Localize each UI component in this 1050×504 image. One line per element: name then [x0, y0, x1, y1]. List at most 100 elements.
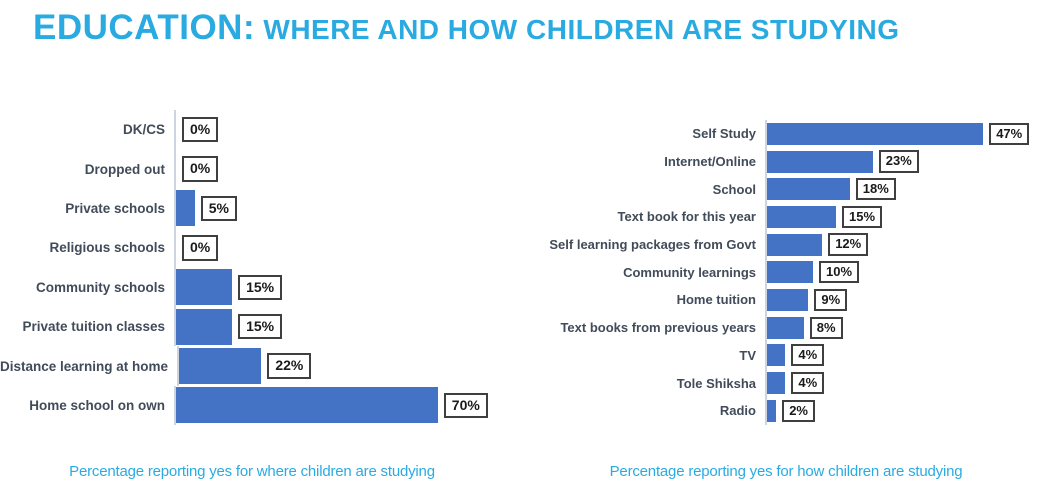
value-label: 5% [200, 195, 237, 222]
bar-row: Text book for this year 15% [527, 203, 1050, 231]
how-children-studying-chart: Self Study 47% Internet/Online 23% School 18%… [527, 120, 1050, 425]
bar-track: 12% [765, 230, 1050, 259]
category-label: Community learnings [623, 264, 756, 280]
page-title-primary: EDUCATION: [33, 8, 256, 47]
bar [767, 122, 984, 145]
bar-track: 15% [174, 267, 506, 307]
category-label: DK/CS [122, 122, 165, 138]
bar [767, 261, 813, 284]
bar [767, 288, 809, 311]
category-label: Dropped out [84, 161, 165, 177]
bar-row: DK/CS 0% [0, 110, 509, 150]
category-label: Distance learning at home [0, 358, 169, 374]
bar-row: Internet/Online 23% [527, 147, 1050, 176]
bar-row: Distance learning at home 22% [0, 346, 509, 386]
value-label: 4% [791, 344, 825, 367]
value-label: 10% [819, 261, 860, 284]
value-label: 23% [878, 150, 919, 173]
bar-track: 22% [177, 346, 509, 386]
value-label: 70% [443, 392, 488, 419]
bar-row: Dropped out 0% [0, 149, 509, 189]
value-label: 0% [182, 235, 219, 261]
bar-row: Private tuition classes 15% [0, 306, 509, 347]
value-label: 2% [782, 399, 815, 422]
where-chart-caption: Percentage reporting yes for where child… [69, 463, 435, 480]
category-label: Internet/Online [664, 154, 756, 170]
bar [767, 344, 786, 367]
bar-row: Tole Shiksha 4% [527, 369, 1050, 397]
value-label: 0% [182, 156, 219, 182]
value-label: 22% [267, 353, 312, 379]
bar-row: Home school on own 70% [0, 385, 509, 426]
bar-track: 15% [765, 203, 1050, 231]
value-label: 15% [842, 205, 883, 229]
bar-row: Home tuition 9% [527, 286, 1050, 314]
bar-row: Community learnings 10% [527, 258, 1050, 287]
category-label: Religious schools [49, 240, 165, 256]
bar-track: 0% [174, 149, 506, 189]
category-label: Home tuition [676, 292, 756, 308]
bar [767, 150, 873, 173]
bar-track: 70% [174, 385, 506, 426]
bar-track: 2% [765, 396, 1050, 425]
bar-row: Community schools 15% [0, 267, 509, 307]
bar-track: 18% [765, 175, 1050, 204]
page-title: EDUCATION: WHERE AND HOW CHILDREN ARE ST… [33, 8, 899, 48]
category-label: Text book for this year [617, 209, 756, 225]
bar [767, 316, 804, 339]
bar [176, 190, 195, 227]
bar [176, 308, 233, 345]
bar-row: Private schools 5% [0, 188, 509, 229]
bar-track: 4% [765, 369, 1050, 397]
bar [176, 269, 233, 306]
value-label: 15% [238, 313, 283, 340]
value-label: 15% [238, 274, 283, 300]
category-label: Home school on own [29, 397, 165, 413]
category-label: Radio [719, 403, 756, 419]
bar [176, 387, 438, 424]
category-label: Tole Shiksha [676, 375, 756, 391]
category-label: Community schools [35, 279, 165, 295]
bar-row: Self Study 47% [527, 120, 1050, 148]
bar [767, 372, 786, 395]
where-children-studying-chart: DK/CS 0% Dropped out 0% Private schools 5% Rel… [0, 110, 509, 426]
value-label: 9% [814, 288, 848, 312]
bar-track: 0% [174, 228, 506, 268]
bar-track: 5% [174, 188, 506, 229]
bar-row: Self learning packages from Govt 12% [527, 230, 1050, 259]
bar-row: Text books from previous years 8% [527, 313, 1050, 342]
category-label: Text books from previous years [560, 320, 756, 336]
bar-track: 10% [765, 258, 1050, 287]
bar-row: School 18% [527, 175, 1050, 204]
page-title-secondary: WHERE AND HOW CHILDREN ARE STUDYING [255, 14, 900, 45]
value-label: 12% [828, 233, 869, 256]
category-label: TV [739, 347, 756, 363]
bar-track: 0% [174, 110, 506, 150]
bar [767, 205, 836, 228]
how-chart-caption: Percentage reporting yes for how childre… [609, 463, 963, 480]
bar-row: Radio 2% [527, 396, 1050, 425]
bar-track: 8% [765, 313, 1050, 342]
value-label: 18% [855, 178, 896, 201]
value-label: 47% [989, 122, 1030, 145]
bar [179, 348, 262, 385]
bar-row: TV 4% [527, 341, 1050, 370]
bar [767, 233, 823, 256]
bar [767, 399, 777, 422]
category-label: School [712, 181, 756, 197]
category-label: Private schools [65, 200, 165, 216]
bar-rows: Self Study 47% Internet/Online 23% School 18%… [527, 120, 1050, 425]
category-label: Private tuition classes [22, 319, 165, 335]
value-label: 4% [791, 371, 825, 395]
bar-track: 23% [765, 147, 1050, 176]
bar-track: 15% [174, 306, 506, 347]
value-label: 8% [809, 316, 843, 339]
value-label: 0% [182, 116, 219, 143]
category-label: Self learning packages from Govt [549, 237, 756, 253]
bar-track: 4% [765, 341, 1050, 370]
bar-track: 47% [765, 120, 1050, 148]
bar-row: Religious schools 0% [0, 228, 509, 268]
bar-track: 9% [765, 286, 1050, 314]
category-label: Self Study [692, 126, 756, 142]
